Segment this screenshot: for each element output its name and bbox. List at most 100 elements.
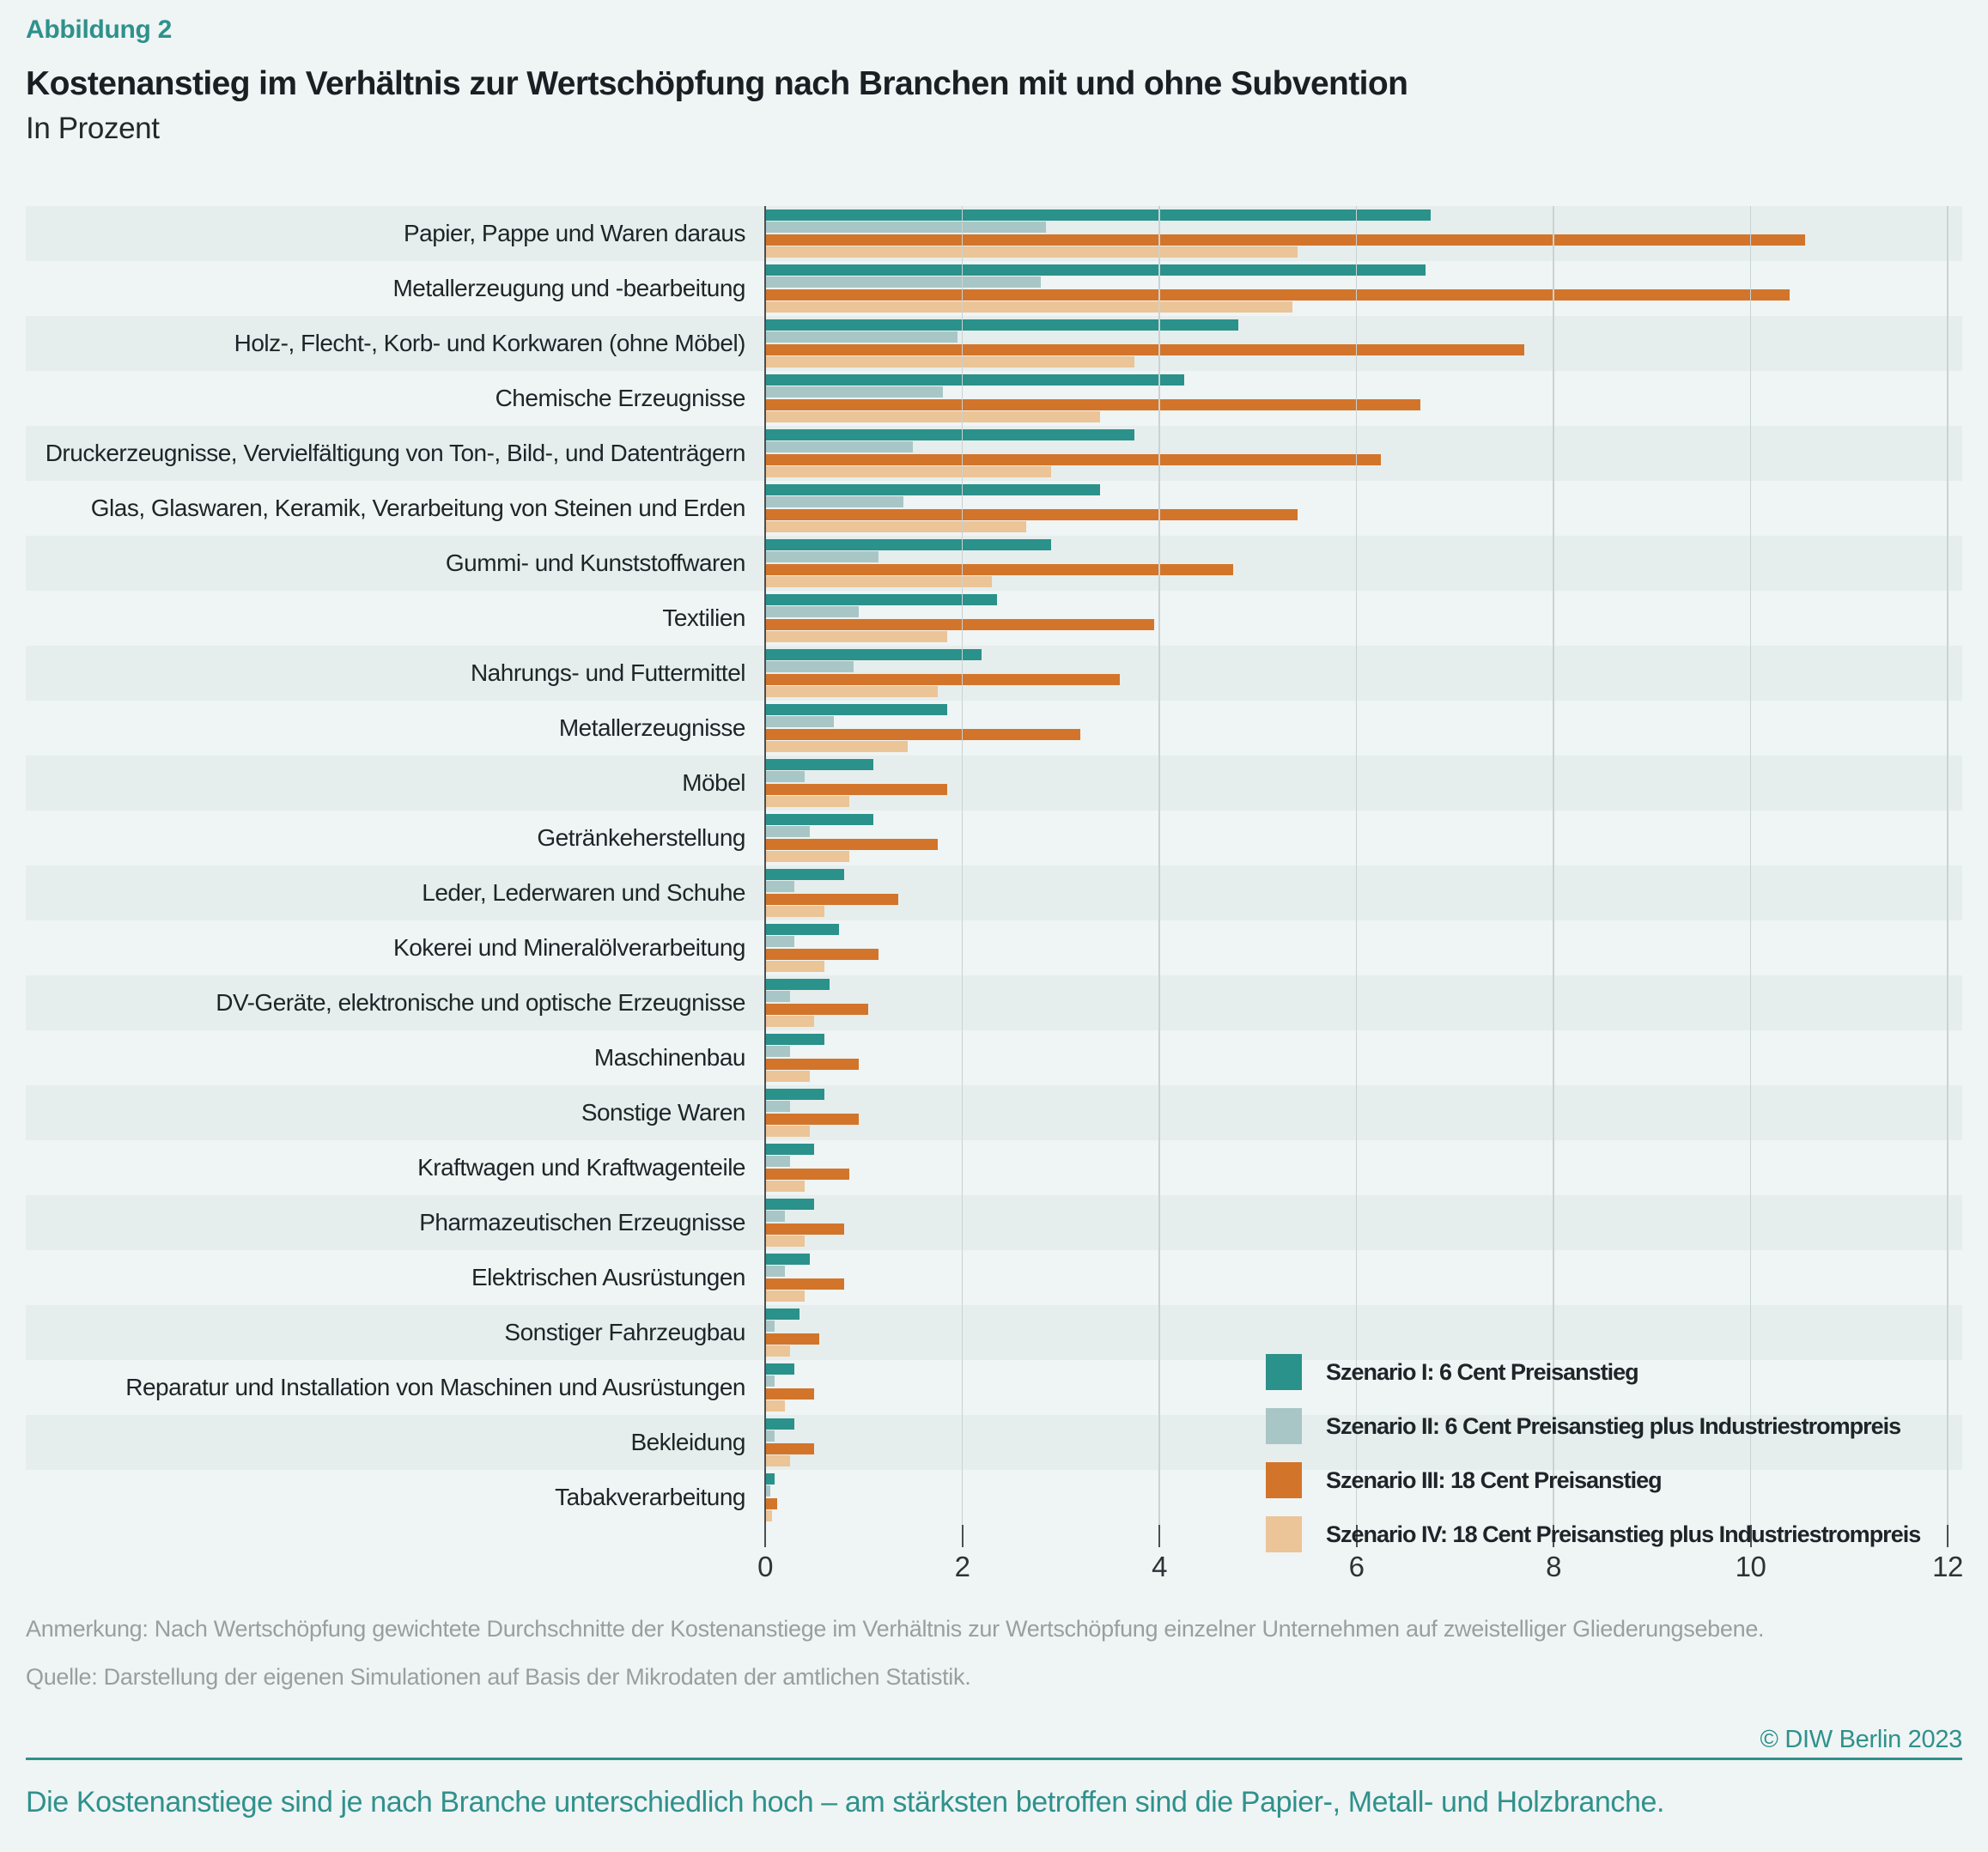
- bar-szenario-1: [765, 1363, 795, 1375]
- bar-szenario-3: [765, 343, 1524, 355]
- bar-szenario-2: [765, 881, 795, 893]
- bar-szenario-4: [765, 1126, 810, 1138]
- category-label: Holz-, Flecht-, Korb- und Korkwaren (ohn…: [234, 330, 746, 356]
- category-row: Holz-, Flecht-, Korb- und Korkwaren (ohn…: [26, 316, 1962, 371]
- bar-szenario-3: [765, 288, 1790, 301]
- category-row: Glas, Glaswaren, Keramik, Verarbeitung v…: [26, 481, 1962, 536]
- bar-szenario-3: [765, 1058, 859, 1070]
- bar-szenario-3: [765, 673, 1121, 685]
- bar-szenario-4: [765, 521, 1027, 533]
- category-label: Metallerzeugnisse: [558, 714, 746, 741]
- figure-label: Abbildung 2: [26, 15, 173, 44]
- bar-szenario-1: [765, 373, 1184, 386]
- bar-szenario-1: [765, 1198, 815, 1210]
- bar-szenario-3: [765, 398, 1421, 410]
- category-row: Sonstiger Fahrzeugbau: [26, 1305, 1962, 1360]
- bar-szenario-2: [765, 276, 1042, 288]
- bar-szenario-2: [765, 222, 1047, 234]
- bar-szenario-2: [765, 936, 795, 948]
- bar-szenario-4: [765, 466, 1051, 478]
- bar-szenario-2: [765, 441, 914, 453]
- bar-szenario-1: [765, 264, 1426, 276]
- bar-szenario-4: [765, 1016, 815, 1028]
- bar-szenario-1: [765, 1253, 810, 1265]
- bar-szenario-1: [765, 703, 948, 715]
- bar-szenario-4: [765, 906, 824, 918]
- category-row: DV-Geräte, elektronische und optische Er…: [26, 975, 1962, 1030]
- category-row: Bekleidung: [26, 1415, 1962, 1470]
- category-row: Nahrungs- und Futtermittel: [26, 646, 1962, 701]
- bar-szenario-1: [765, 868, 844, 880]
- bar-szenario-4: [765, 1290, 805, 1302]
- copyright-text: © DIW Berlin 2023: [1760, 1726, 1963, 1753]
- bar-szenario-1: [765, 1033, 824, 1045]
- bar-szenario-2: [765, 1430, 775, 1442]
- note-quelle: Quelle: Darstellung der eigenen Simulati…: [26, 1664, 971, 1690]
- bar-szenario-2: [765, 771, 805, 783]
- bar-szenario-4: [765, 851, 849, 863]
- category-row: Textilien: [26, 591, 1962, 646]
- category-label: Bekleidung: [630, 1429, 745, 1455]
- bar-szenario-1: [765, 428, 1135, 440]
- category-row: Gummi- und Kunststoffwaren: [26, 536, 1962, 591]
- bar-szenario-3: [765, 1113, 859, 1125]
- bar-szenario-2: [765, 1101, 790, 1113]
- category-label: Textilien: [662, 604, 745, 631]
- bar-szenario-3: [765, 1387, 815, 1400]
- category-label: Möbel: [682, 769, 745, 796]
- bar-szenario-3: [765, 1497, 777, 1509]
- bar-szenario-1: [765, 923, 840, 935]
- category-row: Getränkeherstellung: [26, 811, 1962, 865]
- category-row: Leder, Lederwaren und Schuhe: [26, 865, 1962, 920]
- bar-szenario-1: [765, 319, 1238, 331]
- bar-szenario-2: [765, 606, 859, 618]
- bar-szenario-3: [765, 1168, 849, 1180]
- bar-szenario-4: [765, 576, 992, 588]
- bar-szenario-4: [765, 1071, 810, 1083]
- category-label: Druckerzeugnisse, Vervielfältigung von T…: [45, 440, 746, 466]
- chart-title: Kostenanstieg im Verhältnis zur Wertschö…: [26, 65, 1408, 102]
- bar-szenario-3: [765, 728, 1081, 740]
- category-row: Kokerei und Mineralölverarbeitung: [26, 920, 1962, 975]
- category-row: Metallerzeugung und -bearbeitung: [26, 261, 1962, 316]
- category-label: Kokerei und Mineralölverarbeitung: [393, 934, 745, 961]
- bar-szenario-2: [765, 331, 958, 343]
- category-label: Tabakverarbeitung: [555, 1484, 745, 1510]
- category-label: Getränkeherstellung: [537, 824, 745, 851]
- bar-szenario-4: [765, 356, 1135, 368]
- bar-szenario-3: [765, 838, 938, 850]
- bar-szenario-2: [765, 1156, 790, 1168]
- category-label: Leder, Lederwaren und Schuhe: [422, 879, 745, 906]
- category-label: Glas, Glaswaren, Keramik, Verarbeitung v…: [90, 495, 746, 521]
- category-label: Nahrungs- und Futtermittel: [470, 659, 746, 686]
- bar-szenario-3: [765, 1333, 820, 1345]
- bar-szenario-1: [765, 538, 1051, 550]
- bar-szenario-4: [765, 411, 1101, 423]
- bar-szenario-4: [765, 1236, 805, 1248]
- bar-szenario-1: [765, 483, 1101, 495]
- category-label: Gummi- und Kunststoffwaren: [445, 550, 746, 576]
- category-label: Sonstiger Fahrzeugbau: [504, 1319, 745, 1345]
- bar-szenario-3: [765, 1278, 844, 1290]
- bar-szenario-1: [765, 1308, 800, 1320]
- bar-szenario-4: [765, 301, 1292, 313]
- bar-szenario-2: [765, 1485, 770, 1497]
- category-label: Metallerzeugung und -bearbeitung: [392, 275, 745, 301]
- bar-szenario-2: [765, 551, 878, 563]
- bar-szenario-2: [765, 661, 854, 673]
- bar-szenario-4: [765, 1345, 790, 1357]
- bar-szenario-3: [765, 453, 1382, 465]
- bar-szenario-3: [765, 618, 1155, 630]
- bar-szenario-3: [765, 1003, 869, 1015]
- category-label: Elektrischen Ausrüstungen: [471, 1264, 746, 1290]
- category-label: Reparatur und Installation von Maschinen…: [125, 1374, 745, 1400]
- bar-szenario-4: [765, 246, 1298, 258]
- category-row: Papier, Pappe und Waren daraus: [26, 206, 1962, 261]
- category-row: Sonstige Waren: [26, 1085, 1962, 1140]
- bar-szenario-4: [765, 1455, 790, 1467]
- bar-szenario-3: [765, 1442, 815, 1454]
- bar-szenario-2: [765, 826, 810, 838]
- bar-szenario-3: [765, 508, 1298, 520]
- category-label: Pharmazeutischen Erzeugnisse: [419, 1209, 745, 1236]
- bar-szenario-3: [765, 234, 1805, 246]
